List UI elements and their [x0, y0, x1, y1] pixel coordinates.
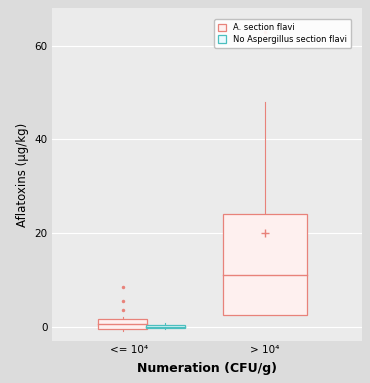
Bar — [146, 325, 185, 328]
Bar — [223, 214, 307, 315]
Legend: A. section flavi, No Aspergillus section flavi: A. section flavi, No Aspergillus section… — [214, 19, 351, 48]
Bar — [98, 319, 147, 329]
Y-axis label: Aflatoxins (μg/kg): Aflatoxins (μg/kg) — [16, 122, 29, 227]
X-axis label: Numeration (CFU/g): Numeration (CFU/g) — [137, 362, 277, 375]
